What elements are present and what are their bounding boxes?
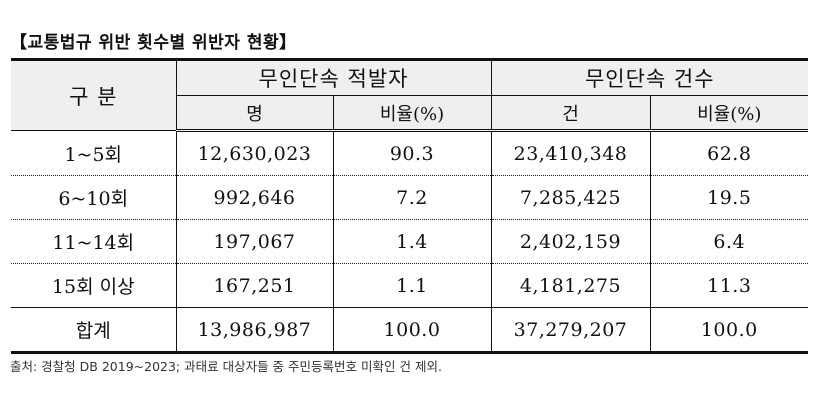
col-header-people: 명 bbox=[175, 95, 333, 132]
table-row: 11~14회 197,067 1.4 2,402,159 6.4 bbox=[11, 219, 809, 264]
source-footnote: 출처: 경찰청 DB 2019~2023; 과태료 대상자들 중 주민등록번호 … bbox=[10, 359, 442, 374]
row-label: 15회 이상 bbox=[11, 263, 176, 308]
people-ratio-cell: 1.1 bbox=[332, 263, 492, 308]
cases-ratio-cell: 11.3 bbox=[649, 263, 809, 308]
people-ratio-cell: 1.4 bbox=[332, 219, 492, 264]
people-cell: 167,251 bbox=[175, 263, 333, 308]
people-cell: 992,646 bbox=[175, 175, 333, 220]
cases-cell: 37,279,207 bbox=[490, 307, 651, 354]
cases-cell: 7,285,425 bbox=[490, 175, 651, 220]
cases-ratio-cell: 6.4 bbox=[649, 219, 809, 264]
people-cell: 12,630,023 bbox=[175, 130, 333, 176]
people-cell: 197,067 bbox=[175, 219, 333, 264]
table-title: 【교통법규 위반 횟수별 위반자 현황】 bbox=[10, 33, 297, 53]
group-header-people: 무인단속 적발자 bbox=[175, 58, 492, 96]
row-label: 합계 bbox=[11, 307, 176, 354]
row-label: 6~10회 bbox=[11, 175, 176, 220]
group-header-cases: 무인단속 건수 bbox=[490, 58, 809, 96]
violation-table: 구 분 무인단속 적발자 무인단속 건수 명 비율(%) 건 비율(%) 1~5… bbox=[11, 58, 809, 354]
cases-ratio-cell: 62.8 bbox=[649, 130, 809, 176]
table-row: 6~10회 992,646 7.2 7,285,425 19.5 bbox=[11, 175, 809, 220]
row-category-header: 구 분 bbox=[11, 58, 176, 131]
cases-cell: 23,410,348 bbox=[490, 130, 651, 176]
col-header-cases-ratio: 비율(%) bbox=[649, 95, 809, 132]
people-cell: 13,986,987 bbox=[175, 307, 333, 354]
col-header-people-ratio: 비율(%) bbox=[332, 95, 492, 132]
cases-cell: 4,181,275 bbox=[490, 263, 651, 308]
people-ratio-cell: 7.2 bbox=[332, 175, 492, 220]
people-ratio-cell: 100.0 bbox=[332, 307, 492, 354]
row-label: 1~5회 bbox=[11, 130, 176, 176]
cases-ratio-cell: 19.5 bbox=[649, 175, 809, 220]
table-row: 1~5회 12,630,023 90.3 23,410,348 62.8 bbox=[11, 130, 809, 176]
table-row: 15회 이상 167,251 1.1 4,181,275 11.3 bbox=[11, 263, 809, 308]
cases-cell: 2,402,159 bbox=[490, 219, 651, 264]
row-label: 11~14회 bbox=[11, 219, 176, 264]
cases-ratio-cell: 100.0 bbox=[649, 307, 809, 354]
col-header-cases: 건 bbox=[490, 95, 651, 132]
total-row: 합계 13,986,987 100.0 37,279,207 100.0 bbox=[11, 307, 809, 354]
people-ratio-cell: 90.3 bbox=[332, 130, 492, 176]
